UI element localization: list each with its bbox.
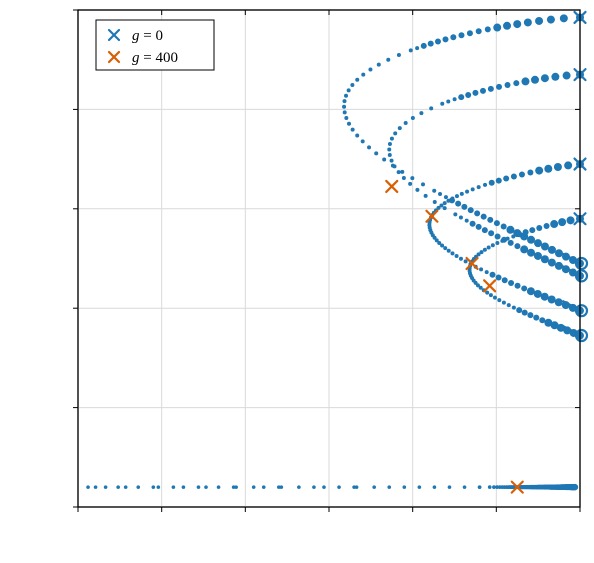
chart-container: g = 0 g = 400 bbox=[0, 0, 594, 563]
svg-text:g = 400: g = 400 bbox=[132, 50, 178, 66]
svg-text:g = 0: g = 0 bbox=[132, 28, 163, 44]
chart-svg: g = 0 g = 400 bbox=[0, 0, 594, 563]
